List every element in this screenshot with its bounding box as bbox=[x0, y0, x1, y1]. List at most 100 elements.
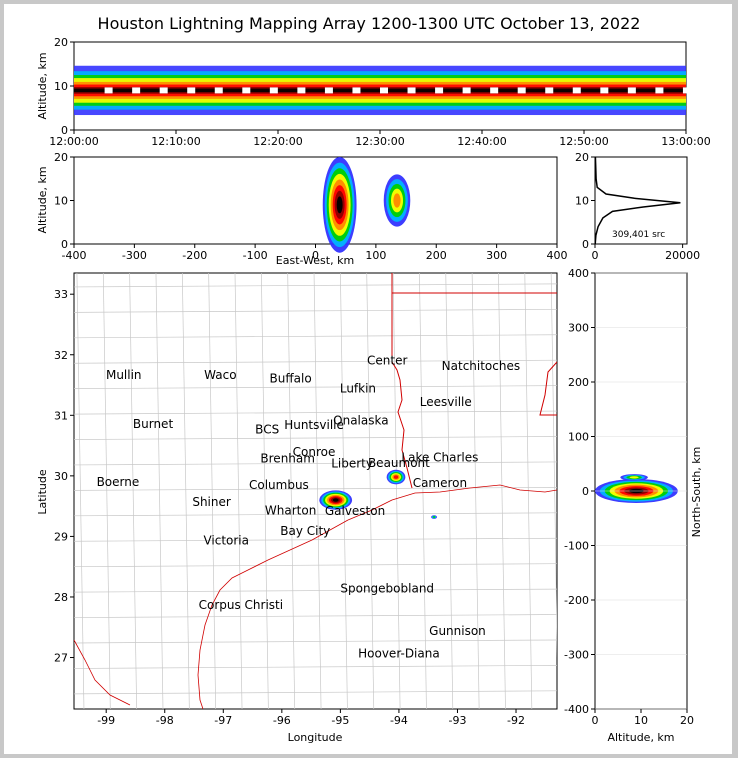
y-tick-label: 10 bbox=[54, 195, 68, 208]
panel-frame bbox=[594, 156, 688, 245]
county-line bbox=[74, 690, 557, 695]
y-tick-label: 33 bbox=[54, 288, 68, 301]
county-line bbox=[340, 273, 348, 709]
louisiana-coastline bbox=[347, 484, 557, 521]
panel-northsouth-altitude: 0 10 20 -400 -300 -200 -100 0 100 200 300 400 Alti… bbox=[564, 267, 703, 744]
mexico-border bbox=[74, 639, 131, 706]
x-tick-label: 12:30:00 bbox=[355, 135, 404, 148]
x-tick-label: -400 bbox=[62, 249, 87, 262]
county-line bbox=[74, 436, 557, 440]
county-line bbox=[471, 273, 480, 709]
y-tick-label: -100 bbox=[564, 540, 589, 553]
county-line bbox=[366, 273, 375, 709]
y-tick-label: 300 bbox=[568, 322, 589, 335]
panel-frame bbox=[73, 272, 558, 710]
mississippi-border bbox=[539, 361, 557, 416]
y-tick-label: 0 bbox=[582, 485, 589, 498]
y-tick-label: 100 bbox=[568, 431, 589, 444]
band-peak-streak bbox=[682, 87, 691, 94]
city-label: Buffalo bbox=[270, 372, 312, 386]
city-label: Brenham bbox=[260, 452, 315, 466]
band-peak-streak bbox=[600, 87, 609, 94]
county-line bbox=[129, 273, 137, 709]
city-label: Leesville bbox=[420, 395, 472, 409]
band-peak-streak bbox=[490, 87, 499, 94]
x-tick-label: -93 bbox=[448, 714, 466, 727]
x-tick-label: 0 bbox=[312, 249, 319, 262]
city-label: Boerne bbox=[97, 475, 140, 489]
x-tick-label: -99 bbox=[97, 714, 115, 727]
county-line bbox=[74, 487, 557, 491]
city-label: Lufkin bbox=[340, 381, 376, 395]
hist-y-ticks: 0 10 20 bbox=[575, 151, 595, 251]
x-tick-label: 0 bbox=[592, 714, 599, 727]
figure-title: Houston Lightning Mapping Array 1200-130… bbox=[97, 14, 641, 33]
texas-coastline bbox=[197, 519, 349, 709]
source-count: 309,401 src bbox=[612, 230, 665, 240]
y-tick-label: 27 bbox=[54, 652, 68, 665]
band-peak-streak bbox=[380, 87, 388, 94]
county-line bbox=[74, 461, 557, 466]
map-y-ticks: 27 28 29 30 31 32 33 bbox=[54, 288, 74, 665]
county-line bbox=[260, 273, 269, 709]
band-peak-streak bbox=[655, 87, 664, 94]
city-label: Shiner bbox=[192, 495, 231, 509]
panel-plan-view-map: Mullin Waco Buffalo Center Natchitoches Lufki… bbox=[36, 272, 558, 744]
band-peak-streak bbox=[159, 87, 168, 94]
city-label: Spongebobland bbox=[340, 582, 434, 596]
band-peak-streak bbox=[517, 87, 526, 94]
ew-cluster-0-level-7 bbox=[336, 196, 343, 214]
ns-ylabel: North-South, km bbox=[690, 447, 703, 538]
band-peak-streak bbox=[627, 87, 636, 94]
time-y-ticks: 0 10 20 bbox=[54, 36, 74, 137]
eastwest-density-blobs bbox=[322, 157, 411, 253]
city-label: Columbus bbox=[249, 478, 309, 492]
map-x-ticks: -99 -98 -97 -96 -95 -94 -93 -92 bbox=[97, 709, 525, 727]
map-cluster-1-level-5 bbox=[393, 475, 399, 479]
band-peak-streak bbox=[435, 87, 444, 94]
x-tick-label: 12:50:00 bbox=[559, 135, 608, 148]
y-tick-label: 30 bbox=[54, 470, 68, 483]
county-line bbox=[155, 273, 164, 709]
x-tick-label: 20 bbox=[680, 714, 694, 727]
band-peak-streak bbox=[187, 87, 196, 94]
y-tick-label: 31 bbox=[54, 409, 68, 422]
band-peak-streak bbox=[352, 87, 361, 94]
y-tick-label: 20 bbox=[54, 151, 68, 164]
y-tick-label: 20 bbox=[575, 151, 589, 164]
city-label: Hoover-Diana bbox=[358, 647, 440, 661]
county-line bbox=[74, 563, 557, 568]
y-tick-label: 28 bbox=[54, 591, 68, 604]
northsouth-density-blob bbox=[595, 272, 687, 710]
county-line bbox=[74, 639, 557, 644]
y-tick-label: 200 bbox=[568, 376, 589, 389]
x-tick-label: -94 bbox=[390, 714, 408, 727]
y-tick-label: 0 bbox=[61, 124, 68, 137]
county-line bbox=[208, 273, 217, 709]
county-line bbox=[550, 273, 557, 659]
x-tick-label: -300 bbox=[122, 249, 147, 262]
county-line bbox=[74, 512, 557, 517]
county-line bbox=[74, 665, 557, 669]
city-label: Onalaska bbox=[333, 413, 388, 427]
county-line bbox=[74, 614, 557, 618]
panel-altitude-histogram: 0 20000 0 10 20 309,401 src bbox=[575, 151, 700, 262]
band-peak-streak bbox=[407, 87, 416, 94]
ns-x-ticks: 0 10 20 bbox=[592, 709, 694, 727]
y-tick-label: 20 bbox=[54, 36, 68, 49]
x-tick-label: 200 bbox=[426, 249, 447, 262]
x-tick-label: -97 bbox=[214, 714, 232, 727]
city-label: Burnet bbox=[133, 417, 174, 431]
texas-louisiana-border bbox=[391, 273, 413, 489]
county-line bbox=[313, 273, 322, 709]
ew-x-ticks: -400 -300 -200 -100 0 100 200 300 400 bbox=[62, 244, 568, 262]
county-line bbox=[74, 334, 557, 339]
city-label: BCS bbox=[255, 422, 279, 436]
city-label: Liberty bbox=[331, 456, 373, 470]
map-xlabel: Longitude bbox=[288, 731, 343, 744]
x-tick-label: 100 bbox=[365, 249, 386, 262]
x-tick-label: -98 bbox=[156, 714, 174, 727]
y-tick-label: -400 bbox=[564, 703, 589, 716]
band-peak-streak bbox=[104, 87, 113, 94]
